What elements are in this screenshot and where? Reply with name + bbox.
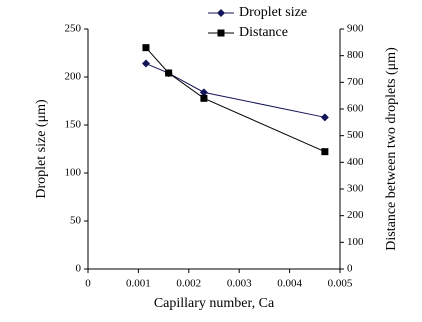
x-tick-label: 0.001 [126, 278, 151, 290]
data-point [320, 113, 329, 122]
y-tick-label: 150 [65, 119, 82, 131]
data-point [321, 148, 329, 156]
legend-marker [217, 9, 225, 17]
series-line [145, 47, 326, 153]
x-axis-label: Capillary number, Ca [154, 296, 275, 311]
y2-tick-label: 100 [347, 236, 364, 248]
y2-tick-label: 400 [347, 156, 364, 168]
y-tick-label: 50 [70, 215, 82, 227]
y2-tick-label: 700 [347, 76, 364, 88]
y-tick-label: 100 [65, 167, 82, 179]
y2-tick-label: 600 [347, 103, 364, 115]
data-point [199, 88, 208, 97]
y2-axis-label: Distance between two droplets (μm) [384, 47, 399, 251]
x-tick-label: 0.003 [227, 278, 252, 290]
data-point [141, 59, 150, 68]
y-axis-label: Droplet size (μm) [34, 99, 49, 199]
y2-tick-label: 500 [347, 129, 364, 141]
x-tick-label: 0.002 [176, 278, 201, 290]
data-point [200, 94, 208, 102]
data-point [165, 69, 173, 77]
y-tick-label: 250 [65, 23, 82, 35]
y2-tick-label: 200 [347, 209, 364, 221]
y2-tick-label: 0 [347, 263, 353, 275]
x-tick-label: 0 [85, 278, 91, 290]
y-tick-label: 200 [65, 71, 82, 83]
data-point [142, 44, 150, 52]
x-tick-label: 0.004 [277, 278, 302, 290]
y2-tick-label: 800 [347, 49, 364, 61]
series-line [145, 63, 325, 118]
legend-label: Droplet size [239, 5, 307, 20]
y2-tick-label: 900 [347, 23, 364, 35]
legend-label: Distance [239, 25, 288, 40]
y-tick-label: 0 [76, 263, 82, 275]
x-tick-label: 0.005 [328, 278, 353, 290]
y2-tick-label: 300 [347, 183, 364, 195]
legend-marker [217, 29, 225, 37]
